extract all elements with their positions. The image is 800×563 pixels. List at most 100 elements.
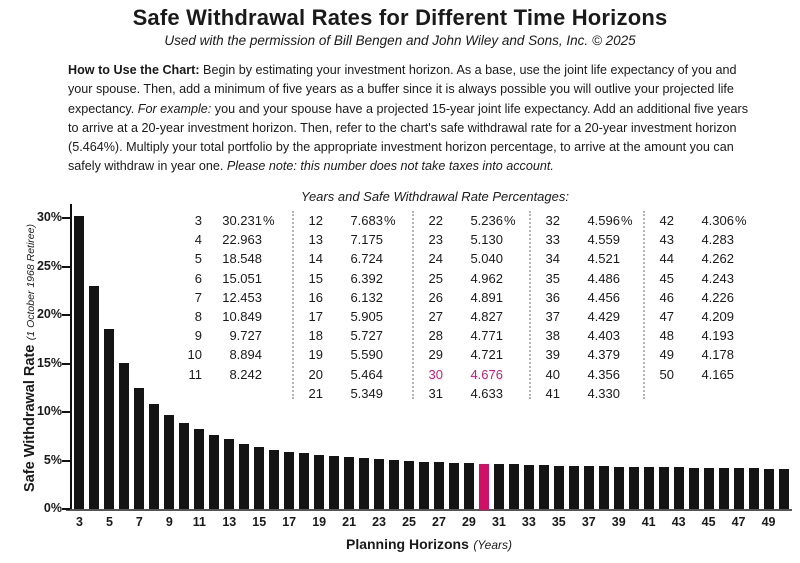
table-row: 10 8.894 [178,345,276,364]
table-cell-rate: 4.178 [701,347,734,363]
howto-segment: you and your spouse have a projected 15-… [68,101,749,174]
table-cell-year: 37 [545,309,560,325]
bar-year-35 [553,465,564,509]
table-cell-year: 4 [194,232,202,248]
bar-year-43 [673,467,684,509]
table-cell-year: 29 [428,347,443,363]
table-cell-year: 30 [428,366,443,382]
y-tick-mark [62,362,70,365]
table-row: 34 4.521 [536,249,634,268]
bar-year-17 [284,451,295,509]
permission-subtitle: Used with the permission of Bill Bengen … [164,33,636,48]
y-tick-mark [62,459,70,462]
table-cell-rate: 5.130 [470,232,503,248]
table-cell-year: 41 [545,385,560,401]
table-row: 39 4.379 [536,345,634,364]
x-tick-label: 21 [342,515,357,529]
table-cell-rate: 4.306 [701,213,734,229]
table-column: 32 4.596% 33 4.559 34 4.521 35 4.486 36 4.456 37 4.… [536,211,634,403]
table-row: 5 18.548 [178,249,276,268]
table-cell-year: 46 [659,289,674,305]
table-cell-rate: 9.727 [229,328,262,344]
table-row: 16 6.132 [299,288,397,307]
table-column: 42 4.306% 43 4.283 44 4.262 45 4.243 46 4.226 47 4.… [650,211,748,384]
bar-year-26 [419,461,429,509]
table-cell-year: 31 [428,385,443,401]
table-cell-year: 25 [428,270,443,286]
table-row: 13 7.175 [299,230,397,249]
table-cell-year: 40 [545,366,560,382]
table-cell-percent-sign: % [263,213,275,229]
y-tick-mark [62,265,70,268]
bar-chart [72,205,791,509]
table-row: 25 4.962 [419,269,517,288]
table-cell-year: 19 [308,347,323,363]
table-cell-year: 33 [545,232,560,248]
table-cell-year: 18 [308,328,323,344]
table-row: 12 7.683% [299,211,397,230]
table-cell-rate: 18.548 [222,251,262,267]
table-row: 30 4.676 [419,365,517,384]
table-cell-rate: 4.891 [470,289,503,305]
table-cell-rate: 30.231 [222,213,262,229]
x-tick-label: 25 [402,515,416,529]
table-row: 29 4.721 [419,345,517,364]
table-cell-rate: 15.051 [222,270,262,286]
bar-year-12 [209,434,220,509]
table-row: 9 9.727 [178,326,276,345]
table-column: 3 30.231% 4 22.963 5 18.548 6 15.051 7 12.453 8 10.… [178,211,276,384]
bar-year-25 [404,460,415,509]
table-cell-rate: 6.132 [350,289,383,305]
table-cell-rate: 5.905 [350,309,383,325]
table-cell-year: 22 [428,213,443,229]
table-cell-rate: 4.962 [470,270,503,286]
table-cell-year: 9 [194,328,202,344]
table-cell-rate: 4.193 [701,328,734,344]
y-tick-mark [62,217,70,220]
x-tick-label: 35 [551,515,566,529]
bar-year-38 [598,466,609,509]
table-column-divider [529,211,531,399]
table-cell-rate: 4.676 [470,366,503,382]
x-tick-label: 29 [461,515,476,529]
bar-year-42 [658,467,669,509]
x-tick-label: 49 [761,515,776,529]
table-cell-rate: 6.724 [350,251,383,267]
bar-year-7 [134,388,145,509]
bar-year-21 [344,457,355,509]
table-cell-year: 35 [545,270,560,286]
table-row: 35 4.486 [536,269,634,288]
x-tick-label: 39 [611,515,626,529]
howto-segment: How to Use the Chart: [68,63,204,77]
table-row: 37 4.429 [536,307,634,326]
table-row: 44 4.262 [650,249,748,268]
bar-year-24 [389,460,400,509]
y-tick-mark [62,314,70,317]
table-cell-year: 49 [659,347,674,363]
bar-year-30 [478,463,489,509]
x-axis [66,509,792,511]
table-row: 45 4.243 [650,269,748,288]
bar-year-33 [523,464,534,509]
table-row: 40 4.356 [536,365,634,384]
table-cell-year: 24 [428,251,443,267]
table-row: 15 6.392 [299,269,397,288]
bar-year-49 [763,468,774,509]
table-cell-year: 6 [194,270,202,286]
table-row: 32 4.596% [536,211,634,230]
table-cell-percent-sign: % [384,213,396,229]
table-cell-year: 17 [308,309,323,325]
bar-year-34 [538,465,549,509]
table-row: 19 5.590 [299,345,397,364]
table-cell-percent-sign: % [621,213,633,229]
table-row: 7 12.453 [178,288,276,307]
table-cell-year: 26 [428,289,443,305]
table-cell-rate: 4.165 [701,366,734,382]
table-cell-year: 13 [308,232,323,248]
table-cell-year: 32 [545,213,560,229]
bar-year-37 [583,466,594,509]
table-cell-percent-sign: % [504,213,516,229]
table-row: 50 4.165 [650,365,748,384]
table-cell-rate: 4.827 [470,309,503,325]
y-tick-mark [62,508,70,510]
